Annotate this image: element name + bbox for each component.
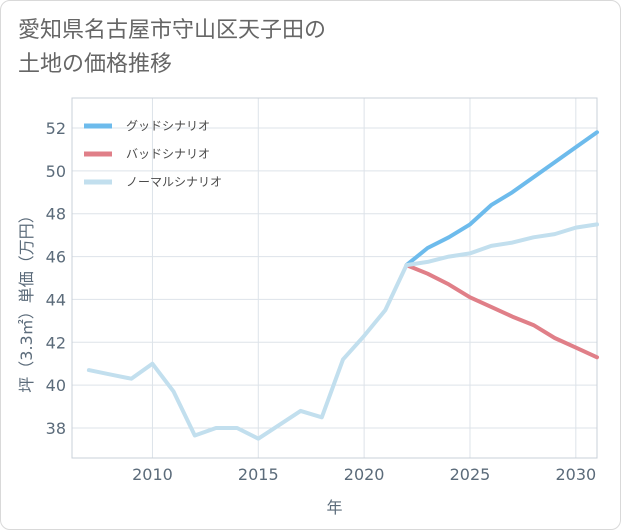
x-axis-ticks: 2010 2015 2020 2025 2030 [132, 465, 596, 484]
y-tick-label: 48 [46, 205, 66, 224]
series-line-2 [86, 222, 599, 441]
legend-label-1: バッドシナリオ [126, 147, 210, 161]
x-axis-label: 年 [326, 498, 342, 517]
y-tick-label: 44 [46, 290, 66, 309]
x-tick-label: 2020 [344, 465, 385, 484]
legend-label-2: ノーマルシナリオ [126, 175, 222, 189]
x-tick-label: 2015 [238, 465, 279, 484]
x-tick-label: 2025 [450, 465, 491, 484]
y-axis-label: 坪（3.3㎡）単価（万円） [17, 207, 36, 392]
y-axis-ticks: 38 40 42 44 46 48 50 52 [46, 119, 66, 438]
series-line-1 [404, 263, 599, 360]
series-lines [86, 130, 599, 441]
chart-title-line1: 愛知県名古屋市守山区天子田の [18, 18, 327, 43]
x-tick-label: 2010 [132, 465, 173, 484]
series-line-0 [404, 130, 599, 268]
x-tick-label: 2030 [555, 465, 596, 484]
legend-label-0: グッドシナリオ [126, 119, 210, 133]
y-tick-label: 38 [46, 419, 66, 438]
plot-frame [71, 97, 598, 459]
chart-title: 愛知県名古屋市守山区天子田の 土地の価格推移 [18, 14, 326, 82]
y-tick-label: 40 [46, 376, 66, 395]
y-tick-label: 52 [46, 119, 66, 138]
chart-title-line2: 土地の価格推移 [18, 52, 173, 77]
y-tick-label: 42 [46, 333, 66, 352]
grid-lines [72, 98, 597, 458]
y-tick-label: 46 [46, 248, 66, 267]
y-tick-label: 50 [46, 162, 66, 181]
